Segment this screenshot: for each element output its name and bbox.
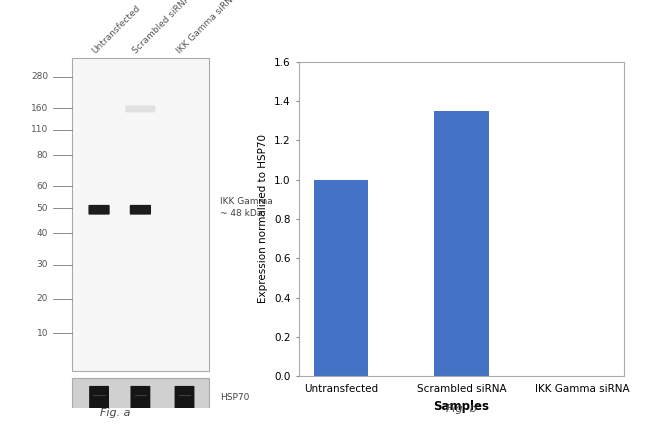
FancyBboxPatch shape bbox=[131, 386, 150, 409]
Text: 40: 40 bbox=[36, 229, 48, 238]
Text: HSP70: HSP70 bbox=[220, 393, 249, 402]
Text: 110: 110 bbox=[31, 125, 48, 134]
Text: 10: 10 bbox=[36, 329, 48, 338]
Text: 20: 20 bbox=[36, 295, 48, 303]
Text: 60: 60 bbox=[36, 182, 48, 191]
X-axis label: Samples: Samples bbox=[434, 400, 489, 413]
Bar bbox=[314, 180, 368, 376]
Bar bbox=[72, 378, 209, 417]
Text: 30: 30 bbox=[36, 260, 48, 269]
Bar bbox=[72, 58, 209, 371]
Text: IKK Gamma siRNA: IKK Gamma siRNA bbox=[176, 0, 240, 55]
FancyBboxPatch shape bbox=[125, 105, 155, 112]
FancyBboxPatch shape bbox=[130, 205, 151, 215]
FancyBboxPatch shape bbox=[175, 386, 194, 409]
Text: Scrambled siRNA: Scrambled siRNA bbox=[131, 0, 193, 55]
Y-axis label: Expression normalized to HSP70: Expression normalized to HSP70 bbox=[259, 134, 268, 303]
Text: 160: 160 bbox=[31, 104, 48, 113]
FancyBboxPatch shape bbox=[88, 205, 110, 215]
Text: Fig. b: Fig. b bbox=[446, 404, 477, 414]
Text: IKK Gamma
~ 48 kDa,: IKK Gamma ~ 48 kDa, bbox=[220, 197, 272, 218]
FancyBboxPatch shape bbox=[89, 386, 109, 409]
Bar bbox=[434, 111, 489, 376]
Text: 50: 50 bbox=[36, 204, 48, 212]
Text: Untransfected: Untransfected bbox=[90, 3, 142, 55]
Text: 80: 80 bbox=[36, 150, 48, 159]
Text: Fig. a: Fig. a bbox=[101, 408, 131, 418]
Text: 280: 280 bbox=[31, 72, 48, 81]
